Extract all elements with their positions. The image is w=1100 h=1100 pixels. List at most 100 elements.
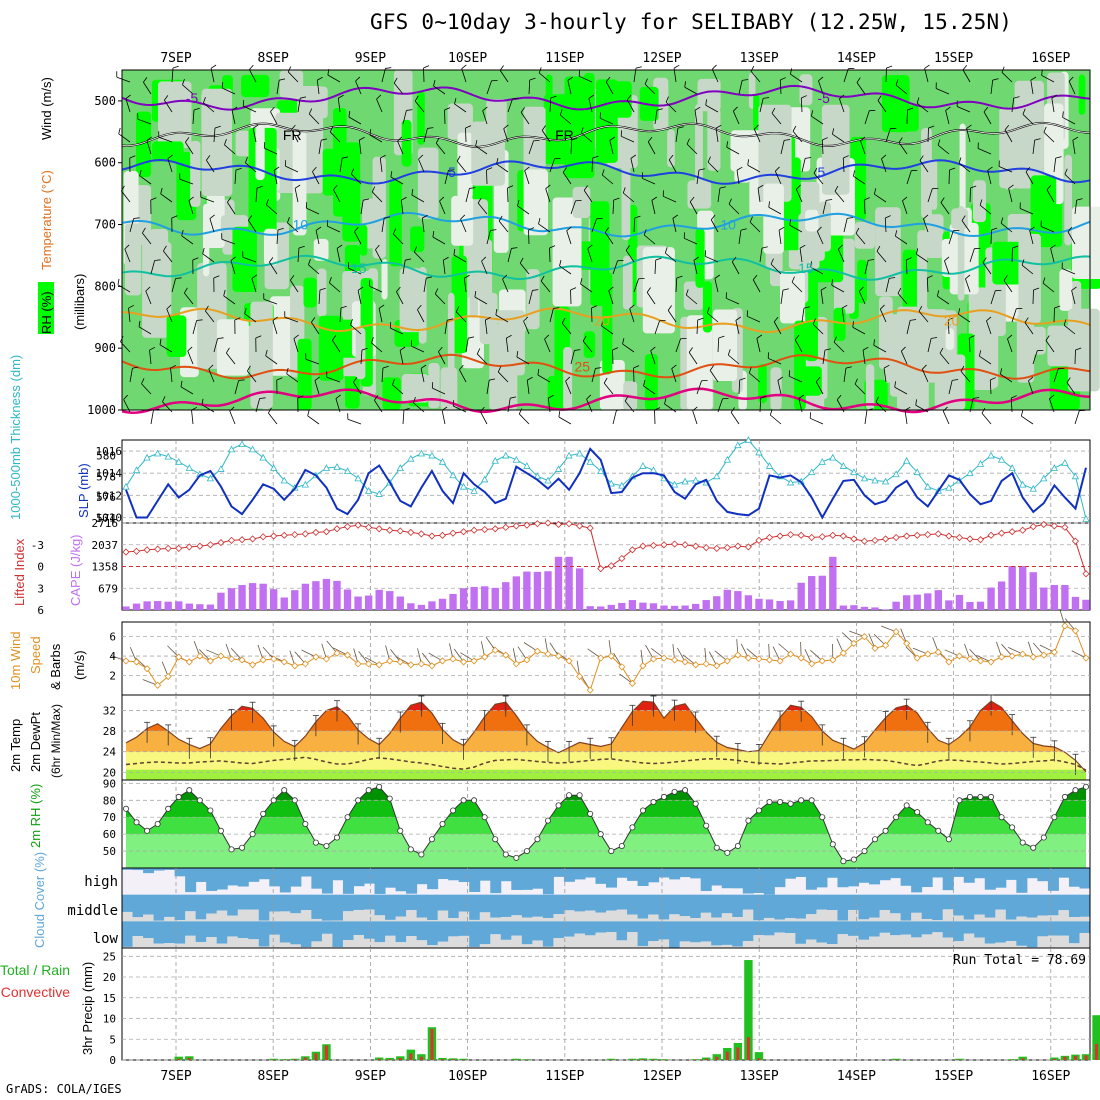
wind-barb	[612, 410, 617, 425]
cloud-low-gap	[437, 941, 449, 948]
surface-wind-barb	[1064, 618, 1076, 632]
cloud-middle-bar	[185, 894, 197, 912]
rh-patch	[644, 354, 658, 410]
wind-barb	[916, 102, 929, 113]
wind-speed-line-point	[618, 663, 626, 671]
precip-convective-bar	[419, 1056, 423, 1060]
wind-barb	[812, 323, 824, 335]
cloud-low-gap	[195, 941, 207, 948]
wind-barb	[693, 260, 698, 275]
cloud-middle-bar	[500, 894, 512, 917]
cloud-middle-gap	[648, 914, 660, 922]
cloud-low-gap	[122, 946, 134, 948]
temp-band	[126, 731, 1086, 752]
cloud-high-bar	[279, 868, 291, 893]
wind-barb-flag	[234, 317, 241, 321]
cloud-high-bar	[763, 868, 775, 895]
cloud-low-gap	[890, 935, 902, 948]
cloud-low-bar	[627, 921, 639, 933]
cloud-low-bar	[385, 921, 397, 936]
cloud-low-gap	[364, 938, 376, 948]
wind-barb-flag	[810, 261, 812, 268]
wind-barb-flag	[314, 376, 320, 381]
thickness-line-point	[607, 479, 615, 487]
cloud-middle-bar	[563, 894, 575, 911]
cloud-high-bar	[753, 868, 765, 893]
precip-total-bar	[955, 1058, 964, 1060]
wind-barb	[502, 278, 509, 293]
wind-barb	[369, 134, 383, 143]
thickness-line-point	[786, 478, 795, 486]
wind-barb	[528, 140, 534, 155]
cape-bar	[196, 604, 204, 610]
wind-barb-flag	[940, 197, 945, 203]
wind-barb	[285, 165, 299, 173]
wind-barb	[221, 238, 236, 245]
cape-bar	[597, 606, 605, 610]
wind-barb	[439, 200, 446, 215]
wind-barb	[937, 295, 950, 305]
wind-barb	[630, 158, 635, 173]
wind-barb-flag	[651, 196, 658, 201]
wind-speed-line-point	[386, 657, 394, 665]
precip-convective-bar	[177, 1058, 181, 1060]
rh-patch	[545, 74, 553, 134]
cloud-low-bar	[290, 921, 302, 945]
rh2m-line-point	[333, 834, 340, 841]
wind-barb	[418, 158, 425, 173]
wind-barb	[243, 105, 257, 113]
wind-barb	[459, 369, 467, 383]
rh2m-line-point	[639, 807, 646, 814]
wind-barb	[208, 368, 215, 383]
wind-speed-line-point	[671, 656, 679, 664]
wind-barb-flag	[733, 106, 738, 112]
wind-barb-flag	[613, 197, 620, 201]
wind-barb-flag	[427, 127, 434, 129]
precip-total-bar	[385, 1057, 394, 1060]
rh2m-line-point	[323, 843, 330, 850]
lifted-index-line-point	[491, 525, 499, 533]
wind-barb-flag	[647, 136, 653, 143]
wind-speed-line-point	[660, 654, 668, 662]
cloud-low-gap	[279, 942, 291, 948]
wind-barb-flag	[876, 245, 881, 252]
wind-barb	[312, 171, 320, 185]
rh-patch	[1023, 118, 1038, 157]
lifted-index-line-point	[607, 562, 615, 570]
date-label-bottom: 12SEP	[642, 1069, 681, 1084]
thickness-line-point	[259, 453, 267, 461]
rh2m-line-point	[850, 856, 857, 863]
wind-barb-flag	[735, 316, 742, 321]
rh-label: RH (%)	[39, 291, 54, 334]
cloud-low-gap	[953, 941, 965, 948]
wind-barb	[1067, 231, 1076, 245]
cloud-high-bar	[227, 868, 239, 886]
wind-barb	[1041, 75, 1055, 83]
cloud-low-bar	[395, 921, 407, 943]
thickness-line-point	[523, 462, 531, 469]
wind-barb-flag	[612, 347, 619, 351]
wind-barb	[1001, 71, 1013, 83]
wind-barb-flag	[559, 260, 562, 267]
wind-barb	[1045, 340, 1055, 353]
cloud-high-bar	[1079, 868, 1091, 889]
thickness-line-point	[270, 464, 278, 471]
cloud-low-bar	[342, 921, 354, 940]
wind-barb	[381, 68, 386, 83]
wind-barb	[375, 249, 383, 263]
cloud-high-bar	[385, 868, 397, 888]
cloud-high-bar	[258, 868, 270, 880]
lifted-index-line-point	[438, 531, 447, 539]
rh2m-line-point	[460, 797, 467, 804]
wind-barb	[276, 230, 279, 245]
rh-patch	[707, 108, 721, 171]
wind-barb	[689, 201, 698, 215]
cape-bar	[354, 596, 362, 610]
wind-barb	[541, 130, 551, 143]
rh2m-line-point	[924, 819, 931, 826]
rh-patch	[697, 78, 721, 112]
cape-bar	[839, 605, 848, 610]
cape-bar	[375, 589, 383, 610]
wind-barb	[1040, 226, 1055, 233]
wind-barb-flag	[434, 288, 439, 295]
